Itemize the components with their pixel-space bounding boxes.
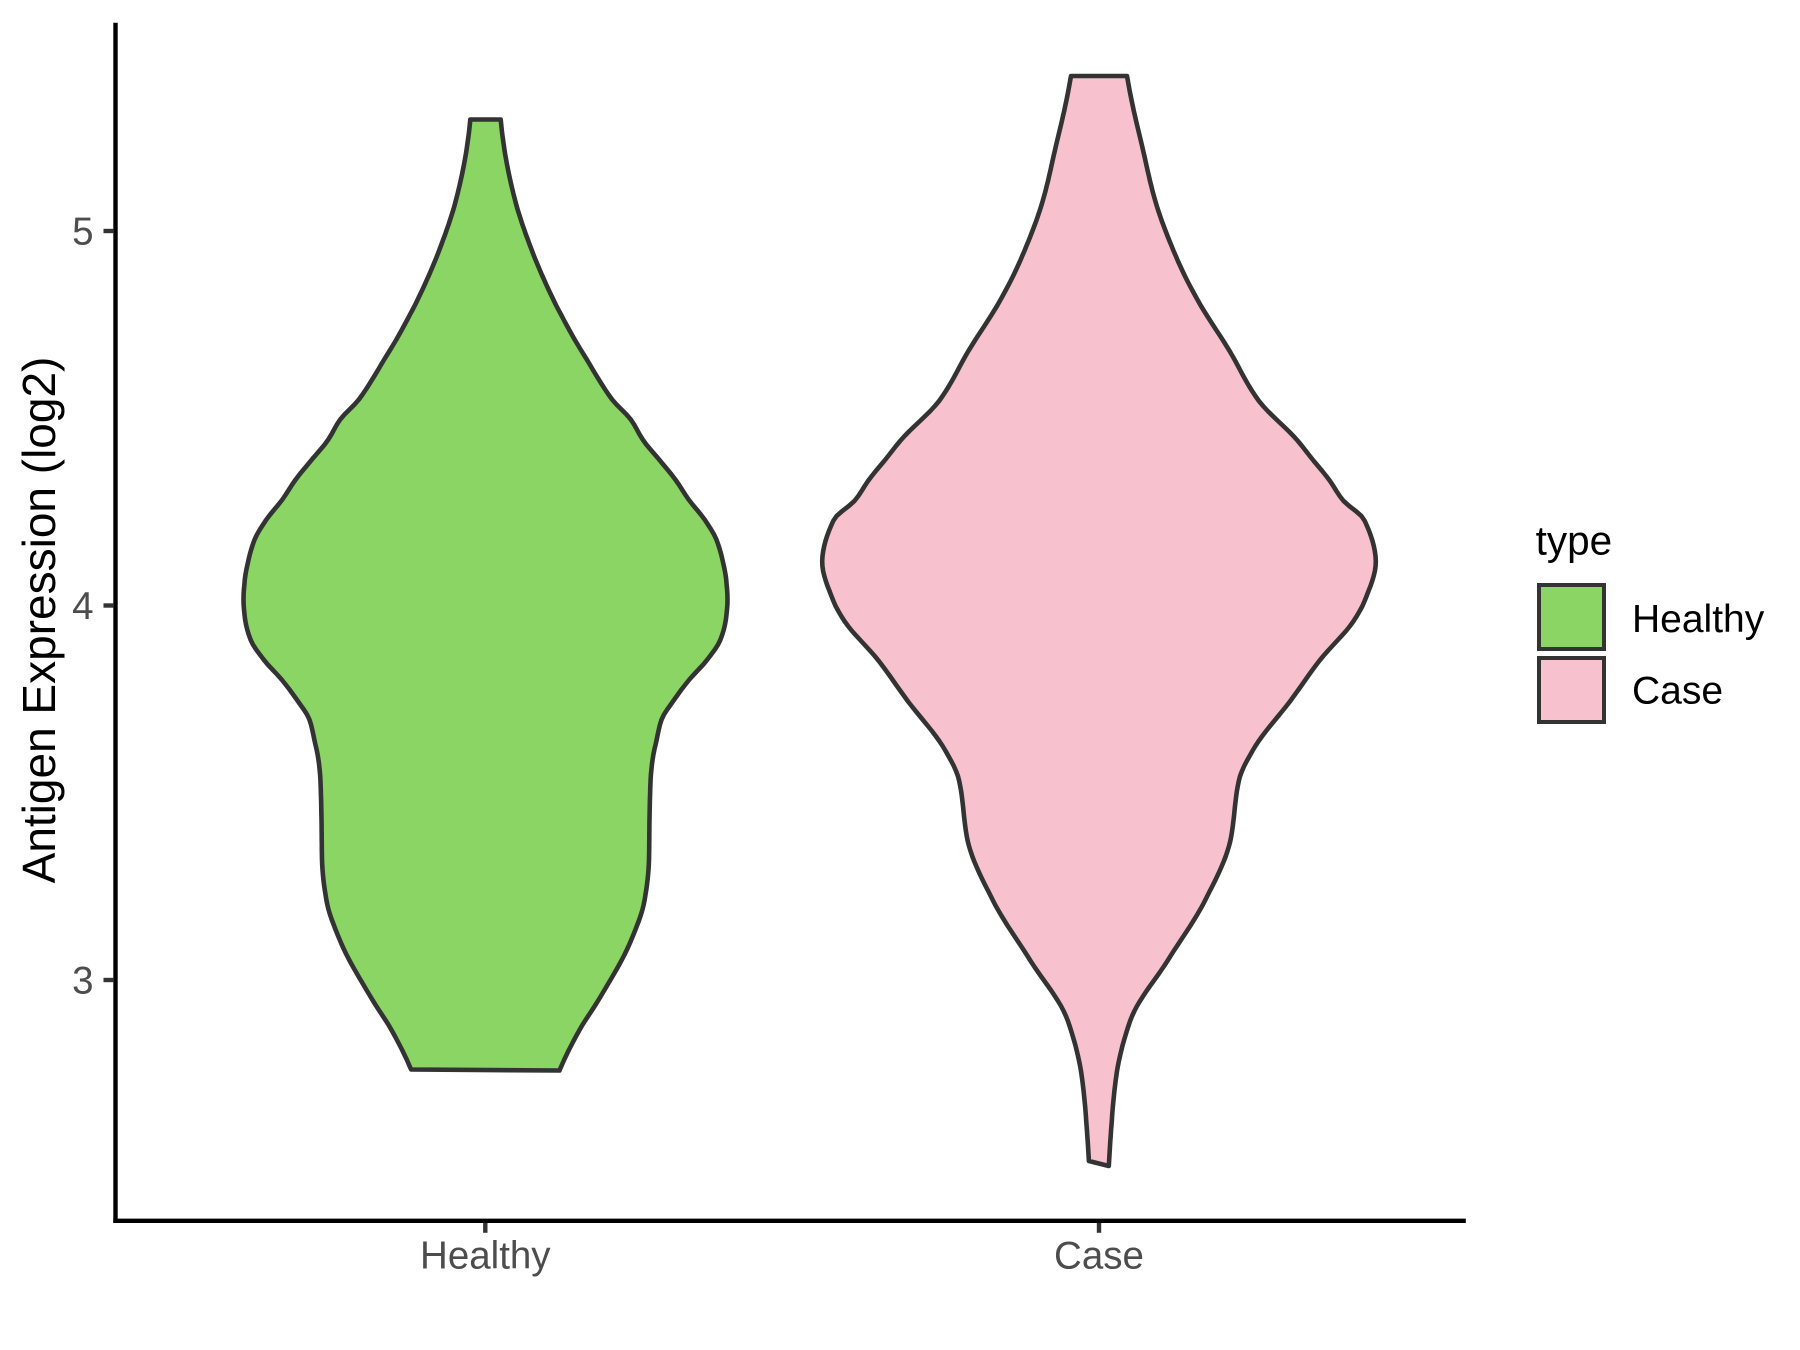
svg-text:Case: Case — [1054, 1235, 1144, 1278]
svg-text:3: 3 — [72, 959, 93, 1002]
svg-text:Healthy: Healthy — [420, 1235, 551, 1278]
svg-text:Healthy: Healthy — [1632, 598, 1765, 641]
svg-text:5: 5 — [72, 210, 93, 253]
svg-text:type: type — [1536, 517, 1613, 563]
svg-text:4: 4 — [72, 585, 93, 628]
svg-text:Case: Case — [1632, 670, 1723, 713]
svg-text:Antigen Expression (log2): Antigen Expression (log2) — [13, 357, 65, 884]
